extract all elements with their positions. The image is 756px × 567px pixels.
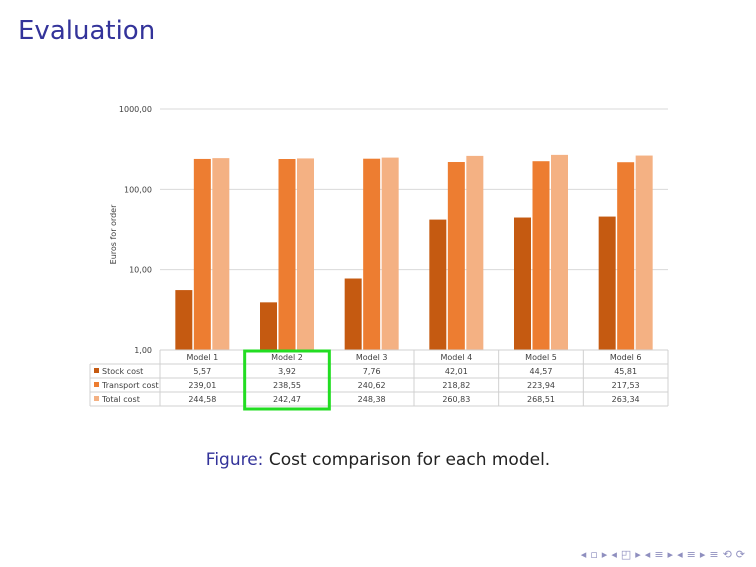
nav-symbol-icon[interactable]: ≡ [686,548,697,561]
nav-symbol-icon[interactable]: ◂ [644,548,652,561]
table-value: 263,34 [612,395,640,404]
legend-label: Total cost [101,395,140,404]
bar-transport-cost [532,161,550,350]
nav-symbol-icon[interactable]: ◂ [677,548,684,561]
table-value: 217,53 [612,381,640,390]
nav-symbol-icon[interactable]: ⟳ [735,548,746,561]
table-category-label: Model 4 [441,353,473,362]
table-value: 223,94 [527,381,555,390]
caption-text: Cost comparison for each model. [268,450,551,470]
y-axis-label: Euros for order [109,204,118,264]
highlight-box [243,349,331,411]
legend-swatch [94,396,99,401]
bar-total-cost [381,157,399,350]
bar-stock-cost [175,290,193,350]
nav-symbol-icon[interactable]: ▸ [667,548,675,561]
table-value: 248,38 [358,395,386,404]
table-value: 42,01 [445,367,468,376]
nav-symbol-icon[interactable]: ≡ [709,548,720,561]
bar-stock-cost [598,216,616,350]
table-value: 242,47 [273,395,301,404]
table-category-label: Model 3 [356,353,388,362]
cost-chart: 1,00 10,00 100,00 1000,00 Euros for order Mod… [89,105,669,411]
y-tick-label: 1000,00 [119,105,152,114]
table-value: 268,51 [527,395,555,404]
bar-stock-cost [429,219,447,350]
bar-stock-cost [514,217,531,350]
figure-caption: Figure: Cost comparison for each model. [0,450,756,470]
nav-symbol-icon[interactable]: ≡ [654,548,665,561]
table-value: 7,76 [363,367,381,376]
bar-total-cost [635,155,653,350]
bar-transport-cost [193,158,211,350]
table-value: 240,62 [358,381,386,390]
table-value: 45,81 [614,367,637,376]
table-value: 5,57 [193,367,211,376]
navigation-controls[interactable]: ◂ ▫ ▸ ◂ ◰ ▸ ◂ ≡ ▸ ◂ ≡ ▸ ≡ ⟲ ⟳ [578,548,746,561]
legend-swatch [94,382,99,387]
y-tick-label: 1,00 [134,346,152,355]
nav-symbol-icon[interactable]: ◂ [580,548,588,561]
legend-swatch [94,368,99,373]
bar-stock-cost [344,278,362,350]
table-value: 3,92 [278,367,296,376]
legend-label: Stock cost [102,367,143,376]
table-value: 218,82 [442,381,470,390]
table-value: 239,01 [188,381,216,390]
bar-transport-cost [363,158,381,350]
bar-total-cost [297,158,314,350]
nav-symbol-icon[interactable]: ▸ [601,548,609,561]
bar-total-cost [551,154,568,350]
table-category-label: Model 2 [271,353,303,362]
bar-stock-cost [260,302,277,350]
bar-total-cost [212,158,230,350]
table-value: 238,55 [273,381,301,390]
y-tick-label: 10,00 [129,266,152,275]
bar-total-cost [466,155,484,350]
table-value: 244,58 [188,395,216,404]
bar-transport-cost [447,162,465,350]
nav-symbol-icon[interactable]: ◂ [611,548,618,561]
bar-transport-cost [278,159,296,350]
nav-symbol-icon[interactable]: ▸ [635,548,642,561]
table-value: 44,57 [530,367,553,376]
bar-transport-cost [617,162,635,350]
nav-symbol-icon[interactable]: ▸ [699,548,707,561]
table-category-label: Model 5 [525,353,557,362]
table-category-label: Model 6 [610,353,642,362]
y-tick-label: 100,00 [124,185,152,194]
table-category-label: Model 1 [187,353,219,362]
caption-prefix: Figure: [205,450,264,470]
nav-symbol-icon[interactable]: ⟲ [722,548,733,561]
table-value: 260,83 [442,395,470,404]
nav-symbol-icon[interactable]: ◰ [620,548,633,561]
legend-label: Transport cost [101,381,159,390]
slide-title: Evaluation [18,16,156,46]
nav-symbol-icon[interactable]: ▫ [590,548,599,561]
